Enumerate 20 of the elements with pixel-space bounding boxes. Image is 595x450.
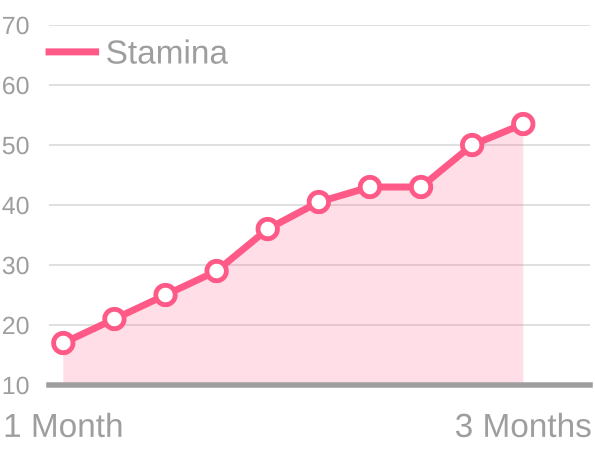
y-tick-label: 30 bbox=[2, 256, 29, 274]
point bbox=[306, 190, 331, 214]
point bbox=[256, 216, 280, 242]
legend-label: Stamina bbox=[107, 39, 228, 64]
y-tick-label: 50 bbox=[2, 136, 29, 154]
point bbox=[51, 330, 76, 356]
x-tick-label: 3 Months bbox=[456, 412, 591, 438]
y-tick-label: 60 bbox=[3, 76, 29, 94]
point bbox=[358, 174, 382, 200]
point bbox=[460, 132, 484, 158]
point bbox=[153, 282, 178, 308]
x-tick-label: 1 Month bbox=[6, 412, 122, 438]
point bbox=[408, 174, 434, 200]
point bbox=[204, 258, 229, 284]
point bbox=[102, 306, 127, 332]
point bbox=[511, 112, 536, 136]
y-tick-label: 70 bbox=[3, 16, 29, 34]
y-tick-label: 40 bbox=[2, 196, 29, 214]
y-tick-label: 20 bbox=[3, 316, 29, 334]
y-tick-label: 10 bbox=[4, 376, 29, 394]
